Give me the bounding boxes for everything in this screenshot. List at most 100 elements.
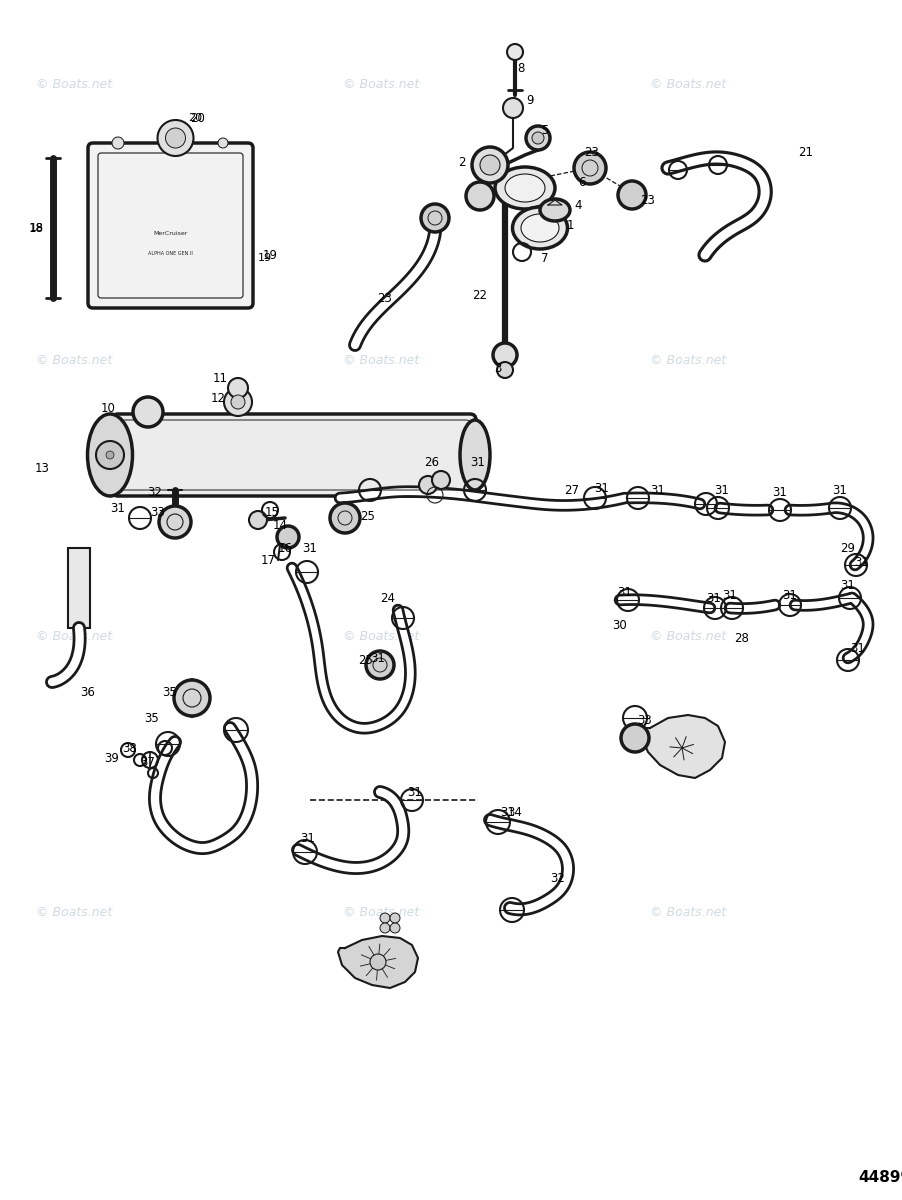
Text: 8: 8 — [517, 61, 524, 74]
Text: 31: 31 — [782, 588, 796, 601]
Text: 32: 32 — [550, 871, 565, 884]
Text: 4: 4 — [574, 198, 581, 211]
Text: 39: 39 — [105, 751, 119, 764]
Circle shape — [621, 724, 649, 752]
Text: 31: 31 — [302, 541, 318, 554]
Circle shape — [370, 954, 385, 970]
Circle shape — [157, 120, 193, 156]
Text: 37: 37 — [141, 756, 155, 768]
Circle shape — [574, 152, 605, 184]
Text: 31: 31 — [110, 502, 125, 515]
Text: 31: 31 — [407, 786, 422, 798]
Polygon shape — [641, 715, 724, 778]
Text: 12: 12 — [210, 391, 226, 404]
FancyBboxPatch shape — [87, 143, 253, 308]
Text: © Boats.net: © Boats.net — [343, 78, 419, 90]
Circle shape — [174, 680, 210, 716]
Text: © Boats.net: © Boats.net — [343, 354, 419, 366]
Text: 6: 6 — [577, 175, 585, 188]
Circle shape — [472, 148, 508, 184]
Text: 21: 21 — [797, 145, 813, 158]
Text: 30: 30 — [612, 618, 627, 631]
Text: 15: 15 — [264, 505, 279, 518]
Text: 18: 18 — [30, 223, 44, 233]
Circle shape — [112, 137, 124, 149]
Text: 31: 31 — [705, 592, 721, 605]
Circle shape — [277, 526, 299, 548]
Text: 19: 19 — [262, 248, 277, 262]
Text: © Boats.net: © Boats.net — [649, 906, 725, 918]
Text: 27: 27 — [564, 484, 579, 497]
Text: 35: 35 — [162, 685, 177, 698]
Text: 31: 31 — [649, 484, 665, 497]
Text: 31: 31 — [722, 588, 737, 601]
Text: 31: 31 — [370, 652, 385, 665]
Text: 31: 31 — [470, 456, 485, 468]
Text: 10: 10 — [100, 402, 115, 414]
Circle shape — [106, 451, 114, 460]
Ellipse shape — [539, 199, 569, 221]
Text: 36: 36 — [80, 685, 96, 698]
Circle shape — [380, 923, 390, 934]
Text: 31: 31 — [617, 586, 631, 599]
Circle shape — [365, 650, 393, 679]
Text: 11: 11 — [212, 372, 227, 384]
Text: 9: 9 — [526, 94, 533, 107]
Circle shape — [431, 472, 449, 490]
Text: © Boats.net: © Boats.net — [649, 630, 725, 642]
Text: 19: 19 — [258, 253, 272, 263]
Text: 23: 23 — [584, 145, 599, 158]
Ellipse shape — [459, 420, 490, 490]
Circle shape — [419, 476, 437, 494]
Text: © Boats.net: © Boats.net — [36, 354, 112, 366]
Circle shape — [231, 395, 244, 409]
Text: 31: 31 — [832, 484, 846, 497]
Text: 29: 29 — [840, 541, 854, 554]
Text: 2: 2 — [457, 156, 465, 168]
Circle shape — [617, 181, 645, 209]
Polygon shape — [337, 936, 418, 988]
Text: 33: 33 — [637, 714, 651, 726]
Circle shape — [227, 378, 248, 398]
Text: 22: 22 — [472, 288, 487, 301]
Text: 23: 23 — [377, 292, 392, 305]
Text: 31: 31 — [772, 486, 787, 498]
Ellipse shape — [494, 167, 555, 209]
Circle shape — [329, 503, 360, 533]
Circle shape — [224, 388, 252, 416]
Circle shape — [390, 923, 400, 934]
Text: ALPHA ONE GEN II: ALPHA ONE GEN II — [148, 251, 193, 256]
Circle shape — [506, 44, 522, 60]
Text: 13: 13 — [34, 462, 50, 474]
Circle shape — [531, 132, 543, 144]
Text: 32: 32 — [147, 486, 162, 498]
Circle shape — [390, 913, 400, 923]
Text: 23: 23 — [640, 193, 655, 206]
Bar — [68, 548, 90, 628]
Text: © Boats.net: © Boats.net — [649, 354, 725, 366]
Text: 25: 25 — [358, 654, 373, 666]
Text: 5: 5 — [540, 124, 548, 137]
Text: 31: 31 — [500, 805, 515, 818]
Text: 18: 18 — [29, 222, 43, 234]
Text: 31: 31 — [594, 481, 609, 494]
Text: 20: 20 — [188, 113, 202, 124]
Circle shape — [380, 913, 390, 923]
Circle shape — [420, 204, 448, 232]
Circle shape — [96, 442, 124, 469]
Circle shape — [249, 511, 267, 529]
Text: 16: 16 — [277, 541, 292, 554]
Text: 33: 33 — [151, 505, 165, 518]
Text: MerCruiser: MerCruiser — [153, 230, 188, 235]
Text: © Boats.net: © Boats.net — [343, 906, 419, 918]
Text: 17: 17 — [260, 553, 275, 566]
Text: 44899: 44899 — [857, 1170, 902, 1186]
Text: 20: 20 — [190, 112, 206, 125]
FancyBboxPatch shape — [112, 414, 475, 496]
Text: © Boats.net: © Boats.net — [36, 906, 112, 918]
Text: 25: 25 — [360, 510, 375, 522]
Text: 35: 35 — [144, 712, 159, 725]
Text: 28: 28 — [733, 631, 749, 644]
Text: 1: 1 — [566, 218, 573, 232]
Circle shape — [502, 98, 522, 118]
